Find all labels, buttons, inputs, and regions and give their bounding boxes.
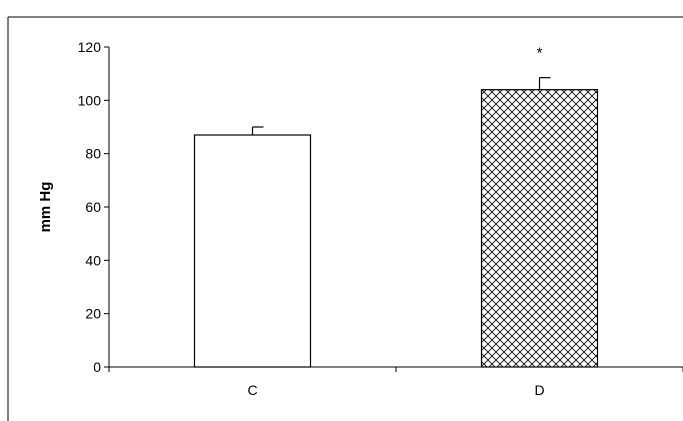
x-tick-label-C: C xyxy=(247,382,257,398)
bars-layer xyxy=(193,77,599,368)
significance-marker: * xyxy=(537,45,543,62)
y-tick-label: 80 xyxy=(85,146,101,162)
bar-D xyxy=(480,89,599,368)
y-axis-title: mm Hg xyxy=(37,182,54,233)
y-tick-label: 60 xyxy=(85,199,101,215)
y-tick-label: 40 xyxy=(85,252,101,268)
y-tick-label: 120 xyxy=(78,39,102,55)
y-tick-label: 20 xyxy=(85,306,101,322)
y-tick-label: 0 xyxy=(93,359,101,375)
x-tick-label-D: D xyxy=(534,382,544,398)
y-tick-label: 100 xyxy=(78,92,102,108)
bar-C xyxy=(193,134,312,368)
axes-layer: 0 20 40 60 80 100 120 C D * xyxy=(78,39,683,398)
